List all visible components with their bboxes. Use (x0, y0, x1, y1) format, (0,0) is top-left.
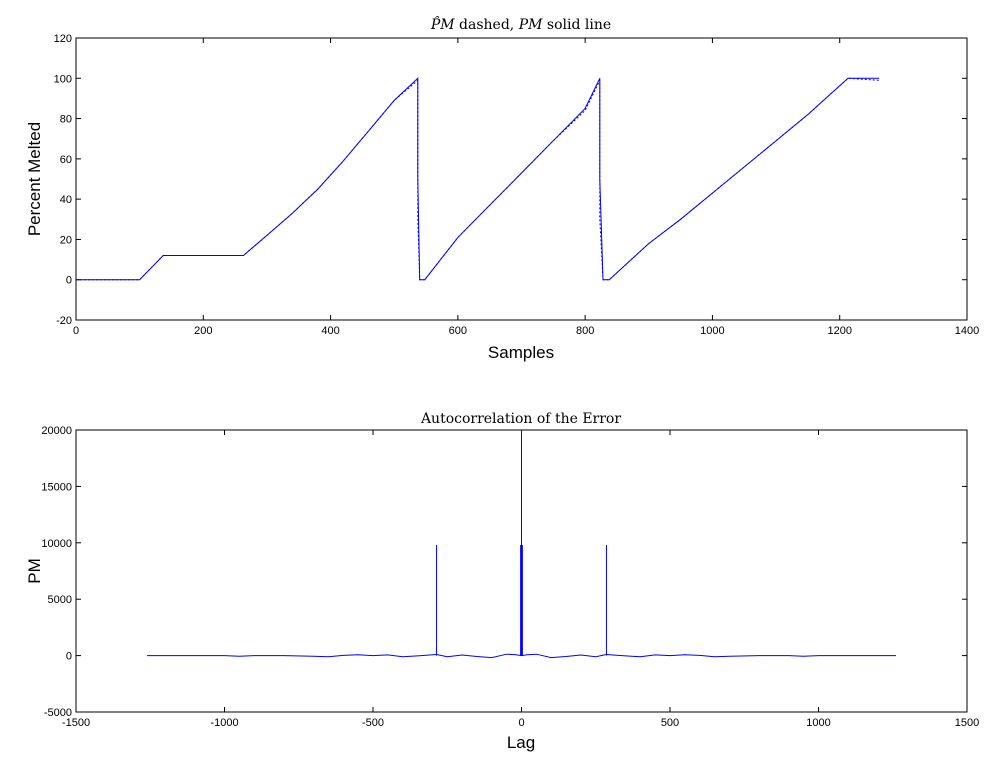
x-tick-label: -1500 (62, 717, 90, 729)
y-tick-label: 15000 (41, 481, 72, 493)
y-tick-label: 100 (54, 73, 72, 85)
title-solid-line: solid line (542, 17, 611, 33)
y-tick-label: 0 (66, 651, 72, 663)
y-tick-label: 20 (60, 234, 72, 246)
chart-title: Autocorrelation of the Error (420, 411, 621, 427)
y-axis-label: PM (25, 558, 44, 584)
y-tick-label: -20 (56, 315, 72, 327)
x-tick-label: 1000 (700, 325, 724, 337)
series-lines (147, 430, 896, 659)
y-tick-label: -5000 (44, 707, 72, 719)
x-axis-label: Samples (488, 343, 554, 362)
x-tick-label: 600 (449, 325, 467, 337)
x-tick-label: 200 (194, 325, 212, 337)
y-tick-label: 80 (60, 114, 72, 126)
y-tick-label: 60 (60, 154, 72, 166)
y-tick-label: 120 (54, 33, 72, 45)
x-tick-label: 400 (321, 325, 339, 337)
x-tick-label: 1400 (955, 325, 979, 337)
x-tick-label: -1000 (210, 717, 238, 729)
x-tick-label: 1200 (827, 325, 851, 337)
y-tick-label: 10000 (41, 538, 72, 550)
y-axis-ticks: -5000 0 5000 10000 15000 20000 (41, 425, 967, 719)
x-axis-ticks: 0 200 400 600 800 1000 1200 1400 (73, 38, 979, 337)
x-tick-label: -500 (362, 717, 384, 729)
chart-title: P̂M dashed, PM solid line (430, 15, 611, 33)
title-pm: PM (518, 17, 543, 33)
x-tick-label: 1000 (806, 717, 830, 729)
y-tick-label: 20000 (41, 425, 72, 437)
y-axis-ticks: -20 0 20 40 60 80 100 120 (54, 33, 967, 327)
x-tick-label: 0 (73, 325, 79, 337)
title-dashed: dashed, (455, 17, 519, 33)
chart-autocorrelation: Autocorrelation of the Error -1500 -1000-… (25, 411, 979, 752)
y-tick-label: 40 (60, 194, 72, 206)
series-line-pm-hat-dashed (76, 77, 880, 281)
x-tick-label: 1500 (955, 717, 979, 729)
y-tick-label: 0 (66, 275, 72, 287)
y-tick-label: 5000 (48, 594, 72, 606)
series-lines (76, 77, 880, 281)
y-axis-label: Percent Melted (25, 122, 44, 236)
x-tick-label: 0 (518, 717, 524, 729)
x-tick-label: 500 (661, 717, 679, 729)
title-pm-hat: P̂M (430, 15, 455, 33)
plot-area (75, 37, 968, 321)
x-tick-label: 800 (576, 325, 594, 337)
chart-percent-melted: P̂M dashed, PM solid line 0 200 400 600 800 1… (25, 15, 979, 362)
x-axis-label: Lag (507, 733, 535, 752)
